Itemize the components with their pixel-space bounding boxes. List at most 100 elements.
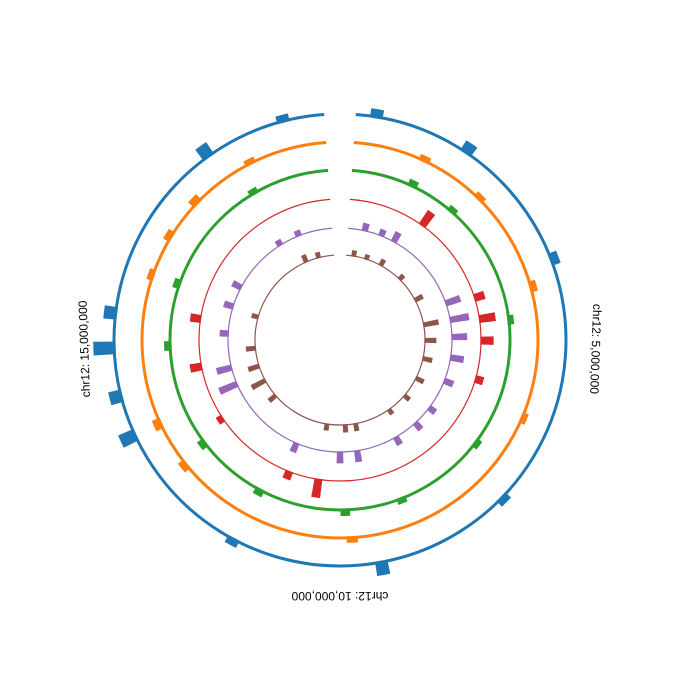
tick-label-2: chr12: 10,000,000 <box>291 589 388 603</box>
track-1-bar-6 <box>224 534 240 548</box>
track-6-bar-12 <box>353 422 360 432</box>
track-1-baseline <box>112 113 568 568</box>
track-6-bar-21 <box>314 251 322 259</box>
track-5-bar-16 <box>215 364 233 375</box>
track-5-baseline <box>227 227 453 453</box>
track-3-bar-3 <box>506 314 515 325</box>
track-3-baseline <box>168 168 512 512</box>
track-3-bar-2 <box>446 204 459 216</box>
track-5-bar-19 <box>231 280 244 291</box>
track-4-bar-4 <box>480 336 494 345</box>
track-3-bar-7 <box>252 486 265 498</box>
track-4 <box>189 198 496 499</box>
track-5-bar-15 <box>218 380 239 395</box>
track-5 <box>215 222 470 464</box>
track-5-bar-12 <box>353 449 363 463</box>
track-3-bar-10 <box>172 277 183 290</box>
track-2-bar-4 <box>518 412 529 425</box>
track-5-bar-8 <box>442 377 455 388</box>
track-5-bar-14 <box>289 441 300 454</box>
tick-label-3: chr12: 15,000,000 <box>76 300 93 397</box>
track-3-bar-5 <box>396 495 408 505</box>
track-4-bar-6 <box>311 478 323 499</box>
track-6-bar-10 <box>402 393 412 402</box>
track-5-bar-9 <box>426 404 438 415</box>
track-6-bar-13 <box>342 424 349 433</box>
track-5-bar-5 <box>449 312 470 324</box>
track-4-bar-7 <box>282 469 294 481</box>
track-6-bar-17 <box>247 363 261 373</box>
track-5-bar-3 <box>390 230 402 244</box>
track-6-bar-8 <box>421 356 433 364</box>
track-3-bar-1 <box>407 178 420 190</box>
track-6-bar-19 <box>251 312 260 320</box>
track-6-bar-1 <box>351 250 358 258</box>
tick-label-1: chr12: 5,000,000 <box>587 304 604 395</box>
track-4-bar-10 <box>215 414 226 425</box>
track-6-baseline <box>254 254 426 426</box>
track-2-bar-1 <box>418 153 432 165</box>
track-5-bar-4 <box>444 295 462 307</box>
track-6-bar-16 <box>250 378 267 391</box>
track-1-bar-8 <box>108 389 125 406</box>
track-4-bar-9 <box>189 313 202 323</box>
track-6-bar-20 <box>300 254 309 264</box>
track-6-bar-14 <box>323 423 330 431</box>
track-6 <box>245 250 440 433</box>
track-4-baseline <box>198 198 482 482</box>
track-6-bar-9 <box>414 375 425 385</box>
track-1-bar-1 <box>370 108 385 120</box>
track-5-bar-21 <box>293 229 302 238</box>
track-4-bar-1 <box>418 209 436 229</box>
track-1-bar-2 <box>460 140 478 158</box>
track-6-bar-15 <box>267 393 278 403</box>
track-2-bar-9 <box>163 228 176 243</box>
track-4-bar-2 <box>472 290 486 302</box>
track-5-bar-18 <box>223 300 235 310</box>
track-3-bar-11 <box>247 186 259 198</box>
track-5-bar-13 <box>336 451 344 464</box>
track-3-bar-9 <box>164 341 172 352</box>
track-5-bar-17 <box>219 329 229 337</box>
track-6-bar-11 <box>386 407 395 416</box>
track-5-bar-7 <box>449 354 465 364</box>
track-2-bar-3 <box>527 279 538 293</box>
track-1-bar-3 <box>547 250 561 266</box>
track-1-bar-7 <box>118 428 140 448</box>
track-2-bar-5 <box>346 535 359 543</box>
track-5-bar-6 <box>451 333 468 341</box>
track-1-bar-11 <box>195 142 215 162</box>
track-2-bar-8 <box>146 268 157 281</box>
track-1-bar-12 <box>275 113 290 125</box>
track-4-bar-8 <box>189 362 203 373</box>
track-3-bar-4 <box>471 438 483 450</box>
track-5-bar-20 <box>274 238 284 248</box>
track-2-baseline <box>140 140 540 540</box>
track-2-bar-10 <box>188 194 202 209</box>
track-6-bar-5 <box>413 293 424 303</box>
track-6-bar-2 <box>363 253 371 261</box>
track-1-bar-9 <box>93 341 116 356</box>
track-4-bar-5 <box>473 375 485 386</box>
track-6-bar-18 <box>245 345 257 352</box>
track-5-bar-10 <box>412 420 424 432</box>
track-1-bar-10 <box>103 305 118 320</box>
track-3-bar-6 <box>340 508 351 516</box>
track-5-bar-1 <box>361 222 370 233</box>
track-5-bar-11 <box>392 434 404 447</box>
track-2 <box>140 140 540 543</box>
track-1-bar-4 <box>496 492 512 507</box>
track-2-bar-6 <box>177 459 191 473</box>
track-6-bar-4 <box>397 273 406 282</box>
track-6-bar-6 <box>422 319 440 328</box>
track-1 <box>93 108 568 577</box>
track-2-bar-2 <box>473 191 487 204</box>
track-3-bar-8 <box>196 438 209 451</box>
track-2-bar-11 <box>243 156 257 168</box>
track-4-bar-3 <box>478 312 496 323</box>
track-1-bar-5 <box>374 559 391 577</box>
track-2-bar-7 <box>151 417 165 432</box>
track-6-bar-7 <box>424 337 437 344</box>
